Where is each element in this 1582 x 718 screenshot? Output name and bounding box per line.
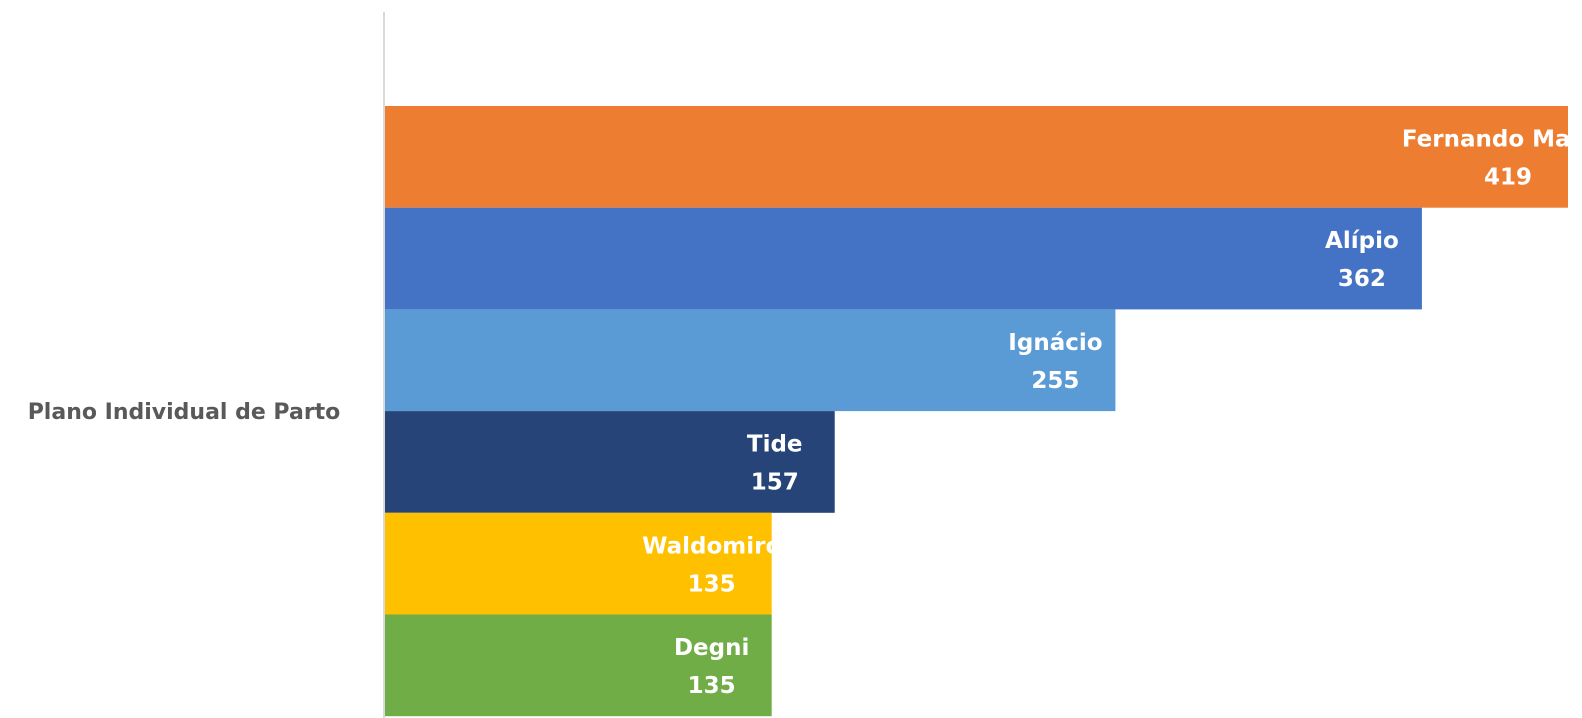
data-label: 362 <box>1338 266 1386 292</box>
data-label-name: Fernando Mauro <box>1402 127 1582 153</box>
bar <box>385 614 772 717</box>
bar <box>385 106 1568 208</box>
data-label-name: Degni <box>674 635 749 661</box>
bar <box>385 207 1422 310</box>
bar <box>385 309 1116 412</box>
category-label: Plano Individual de Parto <box>28 400 341 425</box>
bar <box>385 512 772 615</box>
data-label: 255 <box>1031 368 1079 394</box>
data-label-name: Ignácio <box>1008 330 1102 356</box>
data-label: 419 <box>1484 165 1532 191</box>
plot-area <box>385 106 1568 717</box>
data-label: 157 <box>751 470 799 496</box>
data-label-name: Waldomiro <box>642 533 781 559</box>
data-label: 135 <box>688 571 736 597</box>
data-label-name: Tide <box>747 432 803 458</box>
data-label-name: Alípio <box>1325 228 1399 254</box>
data-label: 135 <box>688 673 736 699</box>
bar <box>385 411 835 513</box>
